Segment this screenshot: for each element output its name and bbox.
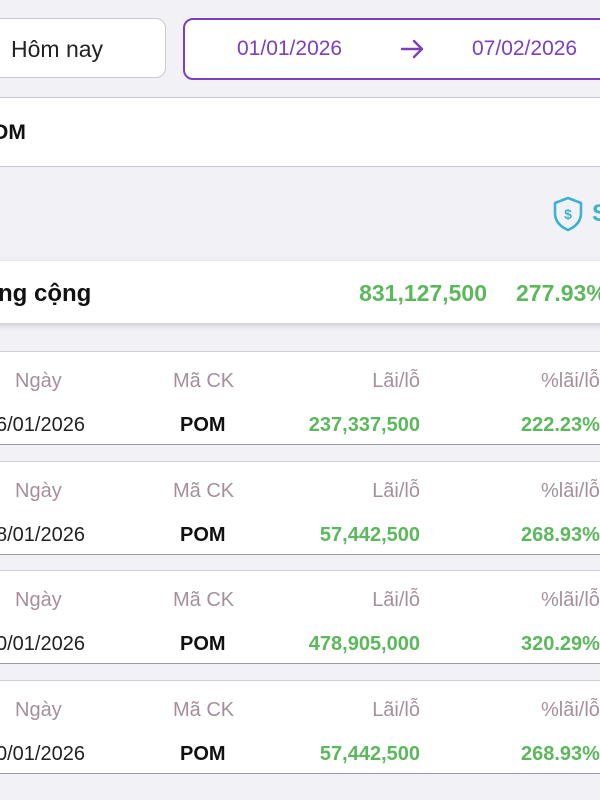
transaction-profit: 237,337,500 [308,414,420,436]
transaction-percent: 268.93% [521,524,600,546]
transaction-percent: 268.93% [521,743,600,765]
transaction-symbol: POM [180,633,226,655]
transaction-date: 0/01/2026 [0,743,85,765]
period-select[interactable] [0,18,166,78]
column-header-date: Ngày [15,699,62,721]
shield-dollar-icon[interactable]: $ [552,196,584,232]
svg-text:$: $ [564,206,572,222]
symbol-filter-row[interactable] [0,97,600,167]
date-from[interactable]: 01/01/2026 [237,37,343,60]
total-summary-card [0,261,600,323]
column-header-percent: %lãi/lỗ [541,370,600,392]
column-header-profit: Lãi/lỗ [372,370,420,392]
arrow-right-icon [400,39,424,59]
transaction-symbol: POM [180,414,226,436]
transaction-symbol: POM [180,524,226,546]
column-header-symbol: Mã CK [173,699,235,721]
column-header-percent: %lãi/lỗ [541,480,600,502]
column-header-date: Ngày [15,589,62,611]
symbol-filter-value: OM [0,121,26,144]
transaction-symbol: POM [180,743,226,765]
column-header-symbol: Mã CK [173,589,235,611]
transaction-card[interactable]: Ngày Mã CK Lãi/lỗ %lãi/lỗ 0/01/2026 POM … [0,570,600,664]
column-header-symbol: Mã CK [173,370,235,392]
transaction-percent: 222.23% [521,414,600,436]
date-to[interactable]: 07/02/2026 [472,37,578,60]
transaction-profit: 478,905,000 [308,633,420,655]
transaction-date: 6/01/2026 [0,414,85,436]
transaction-card[interactable]: Ngày Mã CK Lãi/lỗ %lãi/lỗ 0/01/2026 POM … [0,680,600,774]
period-label: Hôm nay [11,36,104,62]
column-header-profit: Lãi/lỗ [372,480,420,502]
shield-label[interactable]: S [592,200,600,228]
total-percent: 277.93% [516,280,600,306]
column-header-profit: Lãi/lỗ [372,589,420,611]
transaction-card[interactable]: Ngày Mã CK Lãi/lỗ %lãi/lỗ 6/01/2026 POM … [0,351,600,445]
column-header-symbol: Mã CK [173,480,235,502]
date-range-picker[interactable] [183,18,600,80]
transaction-percent: 320.29% [521,633,600,655]
total-profit: 831,127,500 [359,280,487,306]
column-header-percent: %lãi/lỗ [541,699,600,721]
transaction-profit: 57,442,500 [319,524,420,546]
total-label: ng cộng [0,280,92,307]
transaction-profit: 57,442,500 [319,743,420,765]
transaction-card[interactable]: Ngày Mã CK Lãi/lỗ %lãi/lỗ 8/01/2026 POM … [0,461,600,555]
transaction-date: 0/01/2026 [0,633,85,655]
column-header-date: Ngày [15,370,62,392]
column-header-date: Ngày [15,480,62,502]
column-header-percent: %lãi/lỗ [541,589,600,611]
column-header-profit: Lãi/lỗ [372,699,420,721]
transaction-date: 8/01/2026 [0,524,85,546]
